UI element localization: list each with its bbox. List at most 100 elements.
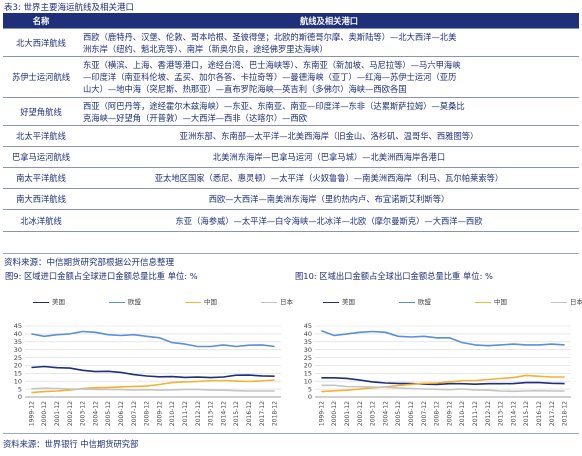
x-tick-label: 2008-12 <box>434 401 441 426</box>
x-tick-label: 2015-12 <box>523 401 530 426</box>
legend-item: 美国 <box>323 296 355 306</box>
table-row: 北大西洋航线 西欧（鹿特丹、汉堡、伦敦、哥本哈根、圣彼得堡；北欧的斯德哥尔摩、奥斯… <box>3 28 579 57</box>
legend-item: 美国 <box>33 296 65 306</box>
series-line <box>321 374 565 393</box>
export-share-chart: 图10: 区域出口金额占全球出口金额总量比重 单位: % 美国 欧盟 中国 日本 0 5 1… <box>293 267 582 430</box>
table-row: 苏伊士运河航线 东亚（横滨、上海、香港等港口，途经台湾、巴士海峡等）、东南亚（新加… <box>3 56 579 98</box>
table-caption: 表3: 世界主要海运航线及相关港口 <box>4 3 134 13</box>
header-ports: 航线及相关港口 <box>79 13 579 29</box>
source-divider <box>3 433 579 434</box>
route-ports-line: 东亚（海参威）—太平洋—白令海峡—北冰洋—北欧（摩尔曼斯克）—大西洋—西欧 <box>175 215 483 226</box>
table-row: 好望角航线 西亚（阿巴丹等，途经霍尔木兹海峡）—东亚、东南亚、南亚—印度洋—东非（… <box>3 97 579 126</box>
route-name: 苏伊士运河航线 <box>3 56 79 98</box>
route-ports: 东亚（海参威）—太平洋—白令海峡—北冰洋—北欧（摩尔曼斯克）—大西洋—西欧 <box>79 209 579 232</box>
legend-label: 美国 <box>342 298 355 306</box>
import-share-chart: 图9: 区域进口金额占全球进口金额总量比重 单位: % 美国 欧盟 中国 日本 0 5 10… <box>3 267 293 430</box>
x-tick-label: 2002-12 <box>67 401 74 426</box>
x-tick-label: 2008-12 <box>144 401 151 426</box>
route-ports-line: —印度洋（南亚科伦坡、孟买、加尔各答、卡拉奇等）—曼德海峡（亚丁）—红海—苏伊士… <box>83 72 457 82</box>
route-ports-line: 西欧—大西洋—南美洲东海岸（里约热内卢、布宜诺斯艾利斯等） <box>208 194 450 204</box>
legend-label: 日本 <box>280 298 293 306</box>
y-tick-label: 40 <box>14 330 22 338</box>
route-ports-line: 西欧（鹿特丹、汉堡、伦敦、哥本哈根、圣彼得堡；北欧的斯德哥尔摩、奥斯陆等）—北大… <box>83 31 457 42</box>
x-tick-label: 2001-12 <box>54 401 61 426</box>
x-tick-label: 2015-12 <box>233 401 240 426</box>
chart-title: 图9: 区域进口金额占全球进口金额总量比重 单位: % <box>5 271 198 281</box>
x-tick-label: 2011-12 <box>182 401 189 426</box>
y-tick-label: 15 <box>14 370 22 378</box>
legend-item: 日本 <box>551 296 582 306</box>
routes-table: 名称 航线及相关港口 北大西洋航线 西欧（鹿特丹、汉堡、伦敦、哥本哈根、圣彼得堡；… <box>3 13 579 232</box>
table-row: 北太平洋航线 亚洲东部、东南部—太平洋—北美西海岸（旧金山、洛杉矶、温哥华、西雅图… <box>3 125 579 147</box>
x-tick-label: 2006-12 <box>118 401 125 426</box>
y-tick-label: 10 <box>304 377 312 385</box>
legend-item: 欧盟 <box>399 296 431 306</box>
route-name: 南太平洋航线 <box>3 167 79 189</box>
x-tick-label: 2005-12 <box>105 401 112 426</box>
y-tick-label: 35 <box>304 338 312 346</box>
route-ports: 亚太地区国家（悉尼、惠灵顿）—太平洋（火奴鲁鲁）—南美洲西海岸（利马、瓦尔帕莱索… <box>79 167 579 189</box>
y-tick-label: 35 <box>14 338 22 346</box>
legend-swatch <box>323 301 339 303</box>
x-tick-label: 2009-12 <box>156 401 163 426</box>
route-ports-line: 亚太地区国家（悉尼、惠灵顿）—太平洋（火奴鲁鲁）—南美洲西海岸（利马、瓦尔帕莱索… <box>154 173 504 183</box>
route-name: 北冰洋航线 <box>3 209 79 232</box>
table-row: 南太平洋航线 亚太地区国家（悉尼、惠灵顿）—太平洋（火奴鲁鲁）—南美洲西海岸（利马… <box>3 167 579 189</box>
x-tick-label: 2004-12 <box>382 401 389 426</box>
legend-swatch <box>185 301 201 303</box>
source-note-1: 资料来源：中信期货研究部根据公开信息整理 <box>4 258 175 268</box>
route-ports: 西欧（鹿特丹、汉堡、伦敦、哥本哈根、圣彼得堡；北欧的斯德哥尔摩、奥斯陆等）—北大… <box>79 28 579 57</box>
x-tick-label: 1999-12 <box>318 401 325 426</box>
legend-swatch <box>551 301 567 303</box>
y-tick-label: 15 <box>304 370 312 378</box>
x-tick-label: 2000-12 <box>331 401 338 426</box>
series-line <box>31 330 275 348</box>
header-name: 名称 <box>3 13 79 29</box>
table-row: 巴拿马运河航线 北美洲东海岸—巴拿马运河（巴拿马城）—北美洲西海岸各港口 <box>3 146 579 168</box>
y-tick-label: 20 <box>304 362 312 370</box>
chart-legend: 美国 欧盟 中国 日本 <box>33 296 337 306</box>
x-tick-label: 2004-12 <box>92 401 99 426</box>
legend-swatch <box>475 301 491 303</box>
route-name: 南大西洋航线 <box>3 188 79 210</box>
table-row: 北冰洋航线 东亚（海参威）—太平洋—白令海峡—北冰洋—北欧（摩尔曼斯克）—大西洋—… <box>3 209 579 232</box>
y-tick-label: 30 <box>304 346 312 354</box>
legend-swatch <box>109 301 125 303</box>
x-tick-label: 2003-12 <box>370 401 377 426</box>
series-line <box>321 384 565 393</box>
source-divider <box>3 253 579 254</box>
route-ports-line: 克海峡—好望角（开普敦）—大西洋—西非（达喀尔）—西欧 <box>83 112 308 123</box>
x-tick-label: 2009-12 <box>446 401 453 426</box>
x-tick-label: 2011-12 <box>472 401 479 426</box>
x-tick-label: 2017-12 <box>549 401 556 426</box>
y-tick-label: 5 <box>308 385 312 393</box>
table-header-row: 名称 航线及相关港口 <box>3 13 579 29</box>
legend-item: 中国 <box>475 296 507 306</box>
series-line <box>321 329 565 347</box>
route-ports-line: 山大）—地中海（突尼斯、热那亚）—直布罗陀海峡—英吉利（多佛尔）海峡—西欧各国 <box>83 84 407 94</box>
source-note-2: 资料来源：世界银行 中信期货研究部 <box>3 439 139 449</box>
legend-item: 欧盟 <box>109 296 141 306</box>
x-tick-label: 2016-12 <box>536 401 543 426</box>
route-ports: 北美洲东海岸—巴拿马运河（巴拿马城）—北美洲西海岸各港口 <box>79 146 579 168</box>
y-tick-label: 20 <box>14 362 22 370</box>
x-tick-label: 2013-12 <box>208 401 215 426</box>
x-tick-label: 2007-12 <box>421 401 428 426</box>
legend-label: 欧盟 <box>418 298 431 306</box>
route-name: 好望角航线 <box>3 97 79 126</box>
legend-label: 日本 <box>570 298 582 306</box>
y-tick-label: 25 <box>14 354 22 362</box>
x-tick-label: 2001-12 <box>344 401 351 426</box>
x-tick-label: 2018-12 <box>272 401 279 426</box>
y-tick-label: 0 <box>308 393 312 401</box>
legend-swatch <box>33 301 49 303</box>
x-tick-label: 2017-12 <box>259 401 266 426</box>
x-tick-label: 1999-12 <box>28 401 35 426</box>
route-ports: 西亚（阿巴丹等，途经霍尔木兹海峡）—东亚、东南亚、南亚—印度洋—东非（达累斯萨拉… <box>79 97 579 126</box>
legend-item: 中国 <box>185 296 217 306</box>
x-tick-label: 2013-12 <box>498 401 505 426</box>
x-tick-label: 2012-12 <box>485 401 492 426</box>
x-tick-label: 2016-12 <box>246 401 253 426</box>
series-line <box>31 365 275 379</box>
x-tick-label: 2014-12 <box>510 401 517 426</box>
